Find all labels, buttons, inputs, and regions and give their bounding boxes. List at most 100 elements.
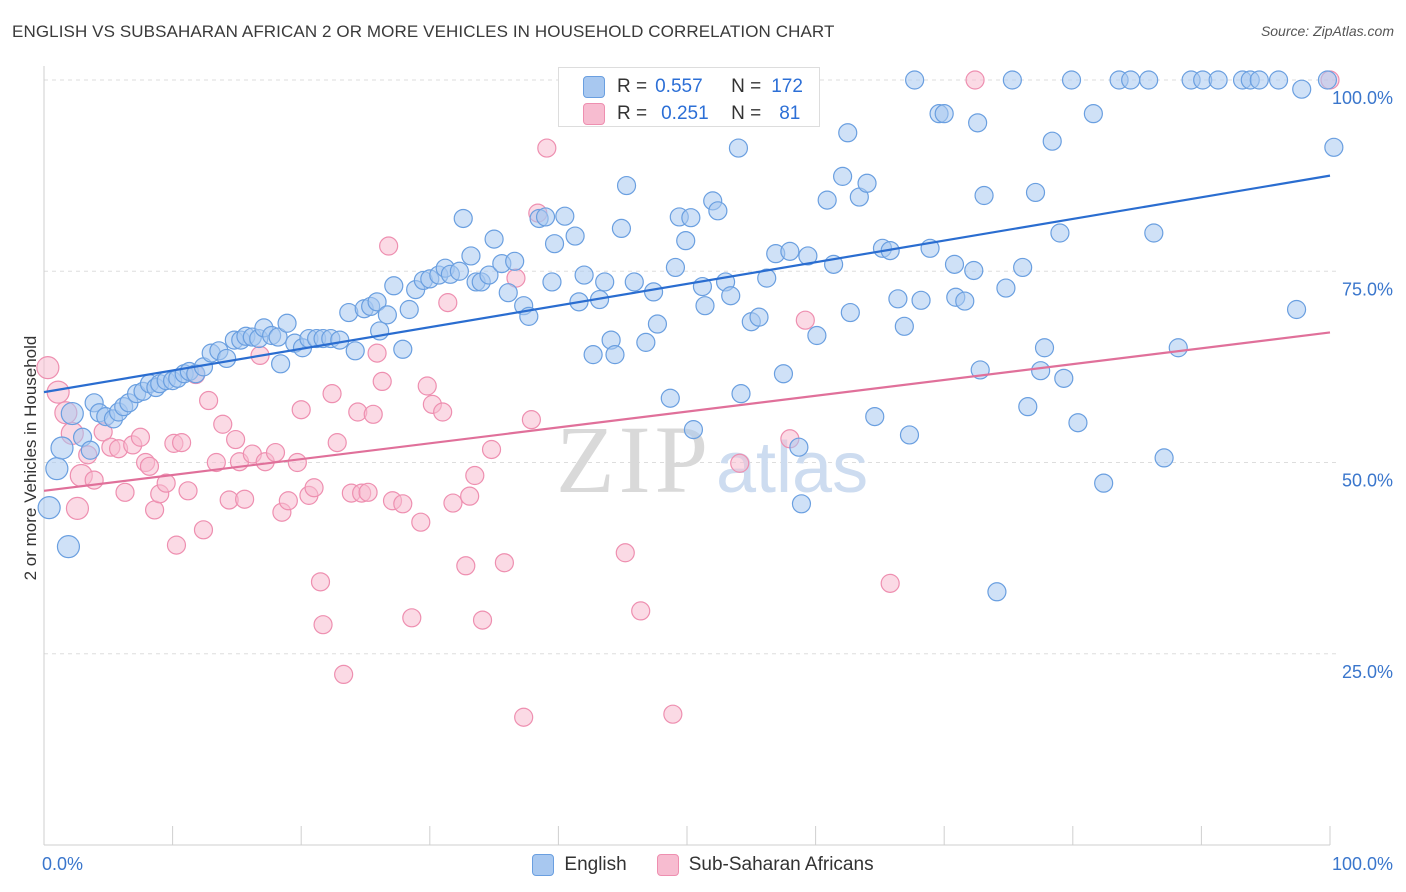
english-point [498,283,518,303]
english-point [574,265,594,285]
subsaharan-point [663,704,683,724]
chart-title: ENGLISH VS SUBSAHARAN AFRICAN 2 OR MORE … [12,22,835,41]
subsaharan-point [402,608,422,628]
english-point [611,218,632,239]
english-point [1121,70,1141,90]
subsaharan-point [379,236,399,256]
english-point [817,190,837,210]
english-point [934,104,954,124]
english-point [1249,70,1269,90]
english-point [773,364,794,384]
subsaharan-point [172,433,192,453]
watermark: ZIP atlas [556,406,868,513]
english-point [595,272,615,292]
subsaharan-point [372,371,392,392]
subsaharan-point [278,491,298,511]
english-point [605,345,625,365]
subsaharan-point [193,520,214,540]
english-point [271,354,291,374]
english-point [838,123,858,143]
english-point [676,231,696,251]
subsaharan-point [795,310,815,330]
y-tick-label: 50.0% [1342,471,1393,491]
english-point [277,313,297,333]
y-tick-label: 75.0% [1342,279,1393,299]
english-point [789,437,809,457]
english-point [728,138,749,158]
series-legend: English Sub-Saharan Africans [0,852,1406,878]
english-point [905,70,925,90]
grid-lines [44,79,1336,655]
english-point [535,207,556,227]
english-point [899,425,920,445]
english-point [1286,299,1307,320]
english-point [964,260,984,281]
english-point [791,494,812,514]
legend-item-subsaharan[interactable]: Sub-Saharan Africans [656,854,874,876]
regression-lines [43,174,1331,492]
english-point [330,330,350,350]
series-english [37,70,1344,602]
subsaharan-point [514,707,534,727]
subsaharan-point [393,494,413,514]
english-point [807,325,827,346]
subsaharan-point [327,433,347,453]
english-point [833,166,853,186]
english-point [911,290,931,310]
english-point [1050,223,1070,243]
english-point [367,292,387,312]
english-point [721,286,741,306]
english-point [377,305,397,325]
english-point [1013,257,1033,278]
subsaharan-point [730,453,750,473]
english-point [1317,70,1338,90]
n-label: N = [731,103,762,124]
subsaharan-point [115,482,135,502]
legend-item-english[interactable]: English [532,854,627,876]
subsaharan-point [313,615,333,635]
tick-labels: 25.0% 50.0% 75.0% 100.0% 0.0% 100.0% [42,88,1393,874]
legend-row-subsaharan: R = 0.251 N = 81 [583,101,800,127]
english-point [708,201,728,221]
english-point [1168,338,1188,358]
r-value: 0.557 [655,76,703,97]
english-point [798,246,818,266]
subsaharan-point [322,384,342,404]
english-point [461,246,481,266]
english-point [1034,338,1055,358]
english-point [1154,448,1174,468]
subsaharan-point [199,390,219,411]
subsaharan-point [965,70,985,90]
english-point [37,496,61,520]
subsaharan-point [226,429,246,450]
subsaharan-point [178,481,198,501]
english-point [1025,182,1046,203]
english-point [894,316,914,336]
subsaharan-point [65,496,90,520]
english-point [968,113,988,133]
r-value: 0.251 [661,103,709,124]
english-point [665,257,686,278]
english-point [996,278,1016,298]
subsaharan-point [156,473,176,493]
subsaharan-point [433,402,453,422]
y-axis-label: 2 or more Vehicles in Household [21,336,40,581]
english-swatch [532,854,555,876]
english-point [857,173,877,193]
subsaharan-trend-line [43,331,1331,492]
subsaharan-point [358,482,378,502]
english-point [1031,361,1051,381]
x-tick-label: 0.0% [42,854,83,874]
subsaharan-point [481,439,502,460]
english-point [479,265,499,285]
subsaharan-point [139,456,160,476]
english-point [840,302,860,323]
series-subsaharan [36,70,1340,727]
english-point [647,314,668,334]
subsaharan-point [166,535,187,555]
english-point [399,299,419,320]
subsaharan-point [213,414,233,434]
english-point [695,296,715,316]
subsaharan-point [417,376,437,396]
